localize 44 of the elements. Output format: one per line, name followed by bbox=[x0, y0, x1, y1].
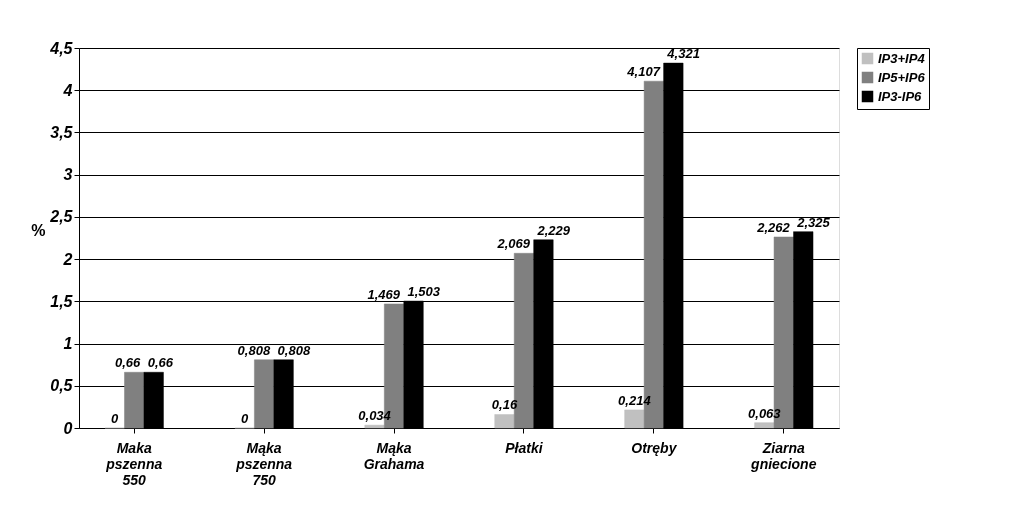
data-label: 2,069 bbox=[496, 236, 531, 252]
y-tick-label: 2,5 bbox=[49, 208, 74, 226]
data-label: 0,063 bbox=[748, 405, 782, 421]
legend-label: IP3-IP6 bbox=[878, 88, 923, 104]
y-tick-label: 4,5 bbox=[49, 39, 74, 57]
y-tick-label: 2 bbox=[62, 250, 73, 268]
x-tick-label: Otręby bbox=[631, 439, 678, 456]
data-label: 4,107 bbox=[626, 64, 661, 80]
data-label: 2,262 bbox=[756, 219, 791, 235]
data-label: 1,503 bbox=[407, 284, 441, 300]
bar bbox=[754, 422, 775, 429]
data-label: 2,325 bbox=[796, 214, 831, 230]
data-label: 0 bbox=[241, 411, 250, 426]
data-label: 0,16 bbox=[491, 397, 518, 413]
data-label: 4,321 bbox=[666, 46, 700, 62]
data-label: 0,66 bbox=[147, 355, 174, 371]
y-tick-label: 1 bbox=[63, 335, 73, 353]
data-label: 0,66 bbox=[114, 355, 141, 371]
data-label: 0,034 bbox=[358, 408, 392, 424]
bar bbox=[364, 424, 385, 429]
data-label: 0 bbox=[111, 411, 120, 426]
y-tick-label: 0 bbox=[63, 419, 73, 437]
y-tick-label: 0,5 bbox=[50, 377, 74, 395]
data-label: 0,808 bbox=[237, 342, 271, 358]
x-tick-label: Ziarna gniecione bbox=[750, 439, 817, 472]
x-tick-label: Maka pszenna 550 bbox=[105, 439, 163, 488]
data-label: 0,214 bbox=[618, 392, 652, 408]
y-axis-title: % bbox=[31, 221, 46, 239]
bar bbox=[254, 359, 275, 429]
legend-label: IP5+IP6 bbox=[878, 69, 926, 85]
y-tick-label: 3 bbox=[63, 166, 73, 184]
y-tick-label: 1,5 bbox=[50, 292, 74, 310]
bar bbox=[494, 414, 515, 429]
y-tick-label: 3,5 bbox=[50, 123, 74, 141]
data-label: 1,469 bbox=[367, 286, 401, 302]
x-tick-label: Płatki bbox=[505, 439, 544, 456]
y-tick-label: 4 bbox=[62, 81, 73, 99]
x-tick-label: Mąka Grahama bbox=[363, 439, 425, 472]
bar bbox=[124, 372, 145, 429]
bar bbox=[624, 409, 645, 429]
data-label: 0,808 bbox=[277, 342, 311, 358]
legend-label: IP3+IP4 bbox=[878, 50, 926, 66]
x-tick-label: Mąka pszenna 750 bbox=[235, 439, 293, 488]
data-label: 2,229 bbox=[536, 222, 571, 238]
